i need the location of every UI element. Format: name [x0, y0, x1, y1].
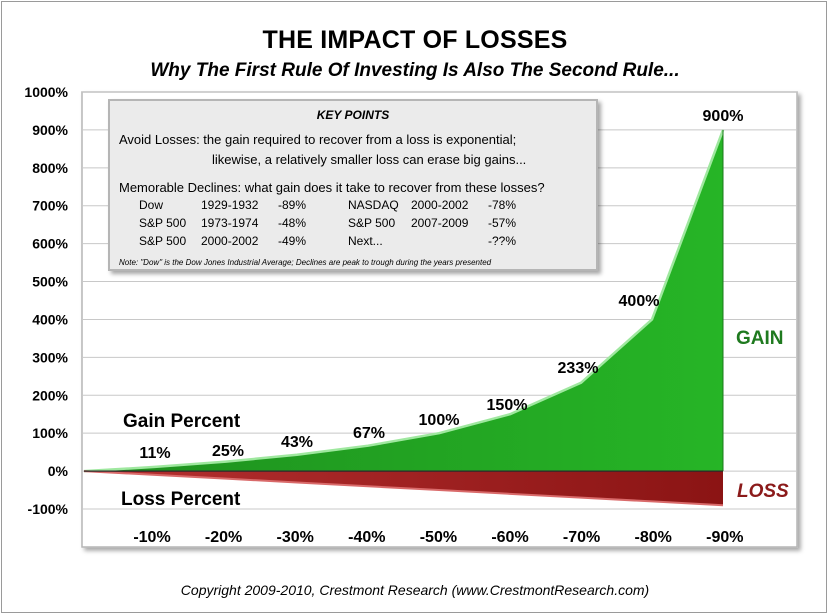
decline-5-change: -??% — [488, 234, 517, 248]
gain-data-label: 233% — [558, 360, 599, 377]
gain-curve — [83, 129, 725, 473]
key-points-line-1: Avoid Losses: the gain required to recov… — [119, 132, 517, 147]
loss-word-label: LOSS — [737, 481, 789, 502]
gain-data-label: 900% — [703, 108, 744, 125]
decline-1-index: S&P 500 — [139, 216, 187, 230]
decline-1-period: 1973-1974 — [201, 216, 259, 230]
loss-x-label: -50% — [420, 529, 457, 546]
gain-data-labels: 11% 25% 43% 67% 100% 150% 233% 400% 900% — [139, 108, 743, 462]
loss-curve — [83, 470, 724, 507]
gain-data-label: 67% — [353, 425, 385, 442]
y-tick-label: 1000% — [24, 84, 68, 100]
y-tick-label: 300% — [32, 349, 68, 365]
key-points-line-2: likewise, a relatively smaller loss can … — [212, 152, 527, 167]
y-axis-ticks: 1000% 900% 800% 700% 600% 500% 400% 300% 200% 100… — [24, 84, 68, 517]
decline-4-period: 2007-2009 — [411, 216, 469, 230]
loss-x-label: -60% — [491, 529, 528, 546]
areas — [83, 129, 725, 507]
y-tick-label: 500% — [32, 274, 68, 290]
gain-percent-series-label: Gain Percent — [123, 411, 241, 432]
key-points-box: KEY POINTS Avoid Losses: the gain requir… — [108, 99, 598, 271]
y-tick-label: 100% — [32, 425, 68, 441]
loss-x-label: -30% — [277, 529, 314, 546]
loss-x-label: -40% — [348, 529, 385, 546]
gain-word-label: GAIN — [736, 328, 784, 349]
decline-3-period: 2000-2002 — [411, 198, 469, 212]
loss-x-label: -90% — [706, 529, 743, 546]
y-tick-label: -100% — [28, 501, 69, 517]
decline-0-period: 1929-1932 — [201, 198, 259, 212]
loss-x-label: -10% — [133, 529, 170, 546]
y-tick-label: 0% — [48, 463, 69, 479]
loss-x-label: -80% — [635, 529, 672, 546]
decline-1-change: -48% — [278, 216, 307, 230]
key-points-note: Note: "Dow" is the Dow Jones Industrial … — [119, 258, 492, 267]
gain-data-label: 150% — [487, 397, 528, 414]
gain-data-label: 100% — [419, 412, 460, 429]
loss-data-labels: -10% -20% -30% -40% -50% -60% -70% -80% -90% — [133, 529, 743, 546]
decline-4-index: S&P 500 — [348, 216, 396, 230]
gain-data-label: 11% — [139, 445, 170, 462]
y-tick-label: 600% — [32, 236, 68, 252]
gain-data-label: 25% — [212, 443, 244, 460]
decline-0-change: -89% — [278, 198, 307, 212]
decline-2-period: 2000-2002 — [201, 234, 259, 248]
chart-subtitle: Why The First Rule Of Investing Is Also … — [150, 60, 680, 81]
copyright-notice: Copyright 2009-2010, Crestmont Research … — [180, 582, 650, 598]
y-tick-label: 400% — [32, 311, 68, 327]
decline-3-change: -78% — [488, 198, 517, 212]
decline-4-change: -57% — [488, 216, 517, 230]
decline-5-index: Next... — [348, 234, 383, 248]
decline-0-index: Dow — [139, 198, 164, 212]
key-points-heading: KEY POINTS — [316, 108, 390, 122]
y-tick-label: 900% — [32, 122, 68, 138]
gain-data-label: 400% — [619, 293, 660, 310]
loss-x-label: -20% — [205, 529, 242, 546]
declines-intro: Memorable Declines: what gain does it ta… — [119, 180, 545, 195]
loss-x-label: -70% — [563, 529, 600, 546]
y-tick-label: 800% — [32, 160, 68, 176]
loss-percent-series-label: Loss Percent — [121, 489, 241, 510]
y-tick-label: 200% — [32, 387, 68, 403]
decline-3-index: NASDAQ — [348, 198, 399, 212]
gain-data-label: 43% — [281, 434, 313, 451]
decline-2-index: S&P 500 — [139, 234, 187, 248]
y-tick-label: 700% — [32, 198, 68, 214]
gain-area — [84, 129, 723, 472]
decline-2-change: -49% — [278, 234, 307, 248]
chart-title: THE IMPACT OF LOSSES — [262, 26, 568, 54]
